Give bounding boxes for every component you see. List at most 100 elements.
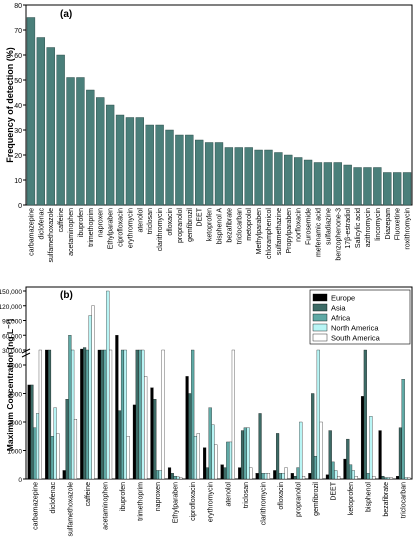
panel-b-category-label: Ethylparaben bbox=[173, 482, 180, 523]
panel-b-bar bbox=[401, 379, 405, 480]
panel-b-bar bbox=[179, 477, 183, 480]
panel-b-bar bbox=[384, 477, 388, 480]
panel-b-bar bbox=[220, 464, 224, 480]
panel-a-category-label: metoprolol bbox=[246, 208, 253, 241]
panel-b-bar bbox=[296, 467, 300, 480]
panel-a-ytick-label: 60 bbox=[14, 53, 22, 60]
panel-b-bar bbox=[161, 349, 165, 480]
panel-b-ytick-label: 150,000 bbox=[0, 289, 22, 296]
panel-b-bar bbox=[381, 475, 385, 480]
panel-b-category-label: erythromycin bbox=[208, 482, 215, 522]
panel-a-category-label: ketoprofen bbox=[207, 208, 214, 241]
panel-a-category-label: trimethoprim bbox=[88, 208, 95, 247]
panel-b-bar bbox=[302, 475, 306, 480]
panel-a-bar bbox=[254, 149, 263, 206]
panel-b-bar bbox=[109, 349, 113, 480]
panel-a-bar bbox=[392, 172, 402, 206]
panel-b-bar bbox=[354, 475, 358, 480]
panel-b-bar bbox=[153, 399, 157, 480]
panel-b-bar bbox=[211, 424, 215, 480]
panel-b-bar bbox=[308, 473, 312, 480]
panel-a-category-labels: carbamazepine diclofenac sulfamethoxazole c… bbox=[28, 207, 411, 262]
panel-b-bars bbox=[27, 290, 411, 480]
panel-b-bar bbox=[316, 349, 320, 480]
panel-b-category-label: triclocarban bbox=[401, 482, 408, 518]
panel-a-category-label: naproxen bbox=[98, 208, 105, 237]
panel-b-category-label: triclosan bbox=[243, 482, 250, 508]
panel-a-ytick-label: 50 bbox=[14, 78, 22, 85]
panel-b-bar bbox=[91, 305, 95, 480]
panel-a-y-ticks: 0 10 20 30 40 50 60 70 80 bbox=[14, 3, 26, 210]
panel-b-bar bbox=[258, 413, 262, 480]
panel-b-bar bbox=[73, 418, 78, 480]
panel-a-bar bbox=[96, 97, 105, 206]
panel-a-ytick-label: 40 bbox=[14, 103, 22, 110]
panel-a-bars bbox=[26, 17, 412, 206]
panel-a-ytick-label: 10 bbox=[14, 178, 22, 185]
panel-a-category-label: DEET bbox=[197, 207, 204, 226]
panel-b-bar bbox=[141, 349, 145, 480]
panel-b-category-label: ciprofloxacin bbox=[190, 482, 197, 521]
panel-b-axis-break bbox=[21, 352, 31, 358]
panel-b-bar bbox=[150, 387, 154, 480]
panel-b-bar bbox=[223, 467, 227, 480]
panel-b-bar bbox=[85, 349, 89, 480]
panel-a-category-label: azithromycin bbox=[365, 208, 372, 247]
panel-a-bar bbox=[303, 159, 313, 206]
panel-b-category-label: bisphenol bbox=[366, 482, 373, 512]
panel-a-bar bbox=[175, 134, 184, 206]
panel-b-bar bbox=[343, 458, 347, 480]
panel-b-bar bbox=[372, 475, 376, 480]
panel-b-legend-label: South America bbox=[331, 334, 381, 343]
panel-a-bar bbox=[26, 17, 36, 206]
panel-a-category-label: norfloxacin bbox=[296, 208, 303, 242]
panel-b-category-label: ketoprofen bbox=[348, 482, 355, 515]
panel-b-bar bbox=[115, 335, 119, 480]
panel-b-bar bbox=[132, 404, 136, 480]
panel-b-category-label: diclofenac bbox=[50, 482, 57, 514]
panel-b-bar bbox=[404, 477, 408, 480]
panel-a-category-label: benzophenone-3 bbox=[335, 208, 342, 261]
panel-b-bar bbox=[38, 349, 42, 480]
panel-b-legend-swatch bbox=[312, 303, 328, 312]
panel-b-bar bbox=[264, 473, 268, 480]
panel-a-ytick-label: 70 bbox=[14, 28, 22, 35]
panel-b-bar bbox=[325, 474, 329, 480]
panel-a-category-label: gemfibrozil bbox=[187, 208, 194, 242]
panel-a-category-label: sulfamethoxazole bbox=[48, 208, 55, 263]
panel-b-bar bbox=[398, 427, 402, 480]
panel-b-bar bbox=[71, 349, 75, 480]
panel-b-label: (b) bbox=[60, 290, 73, 301]
panel-a-bar bbox=[165, 129, 174, 206]
panel-b-bar bbox=[36, 413, 40, 480]
panel-a-bar bbox=[105, 104, 115, 206]
panel-a-bar bbox=[323, 162, 333, 206]
panel-a-ytick-label: 20 bbox=[14, 153, 22, 160]
panel-b-bar bbox=[80, 348, 84, 480]
panel-a-bar bbox=[353, 167, 362, 206]
panel-b-bar bbox=[118, 410, 122, 480]
panel-b-bar bbox=[360, 396, 365, 480]
panel-b-bar bbox=[240, 430, 245, 480]
panel-b-bar bbox=[386, 477, 391, 480]
panel-b-bar bbox=[363, 349, 367, 480]
panel-b-bar bbox=[185, 376, 189, 480]
panel-a-ytick-label: 0 bbox=[18, 203, 22, 210]
panel-b-category-labels: carbamazepine diclofenac sulfamethoxazole c… bbox=[32, 481, 407, 536]
panel-b-legend-label: Europe bbox=[331, 294, 355, 303]
panel-b-bar bbox=[281, 473, 285, 480]
panel-b-category-label: acetaminophen bbox=[102, 482, 109, 530]
panel-a-category-label: lincomycin bbox=[375, 208, 382, 241]
panel-b-bar bbox=[351, 470, 355, 480]
panel-b-bar bbox=[369, 416, 373, 480]
panel-b-bar bbox=[176, 476, 180, 480]
panel-a-bar bbox=[224, 147, 234, 206]
panel-b-category-label: sulfamethoxazole bbox=[67, 482, 74, 537]
panel-b-y-axis-title: Maximum Concentration (ng L⁻¹) bbox=[5, 319, 15, 452]
panel-b-legend-swatch bbox=[312, 333, 328, 342]
panel-a-category-label: Propylparaben bbox=[286, 208, 293, 254]
panel-a-bar bbox=[234, 147, 243, 206]
panel-b-bar bbox=[273, 470, 277, 480]
panel-b-bar bbox=[135, 349, 139, 480]
